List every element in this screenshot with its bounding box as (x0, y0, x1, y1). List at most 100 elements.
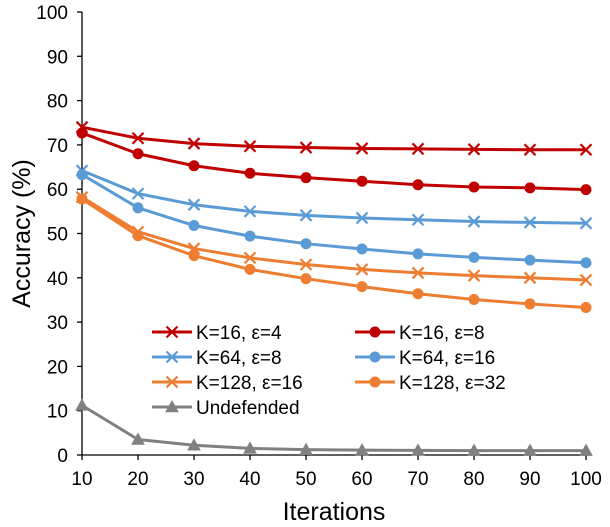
y-tick-label: 50 (47, 225, 68, 246)
data-point (76, 127, 88, 139)
legend-label: K=128, ε=32 (399, 373, 506, 394)
series-line (81, 173, 587, 265)
x-tick-label: 90 (519, 469, 540, 490)
legend-label: Undefended (196, 398, 300, 419)
data-point (243, 251, 257, 265)
data-point (299, 209, 313, 222)
data-point (579, 443, 593, 456)
data-point (243, 205, 257, 218)
data-point (244, 167, 256, 179)
y-tick-label: 100 (36, 3, 68, 24)
data-point (132, 202, 144, 214)
data-point (131, 187, 145, 200)
data-point (244, 230, 256, 242)
x-tick-label: 20 (127, 469, 148, 490)
data-point (299, 141, 313, 154)
x-tick-label: 10 (71, 469, 92, 490)
y-tick-label: 90 (47, 47, 68, 68)
legend-swatch-marker (165, 375, 179, 389)
data-point (299, 258, 313, 271)
series-2 (75, 164, 593, 230)
data-point (188, 250, 200, 262)
x-tick-label: 30 (183, 469, 204, 490)
legend-label: K=64, ε=16 (399, 348, 495, 369)
legend-swatch-marker (369, 351, 381, 363)
series-4 (75, 190, 593, 287)
y-axis-title: Accuracy (%) (8, 159, 36, 308)
data-point (75, 398, 89, 411)
y-tick-label: 60 (47, 180, 68, 201)
y-tick-label: 30 (47, 313, 68, 334)
series-1 (76, 127, 592, 196)
series-line (81, 125, 586, 152)
data-point (524, 254, 536, 266)
data-point (356, 281, 368, 293)
legend-item: K=64, ε=8 (152, 348, 282, 369)
legend-item: Undefended (152, 398, 300, 419)
series-6 (75, 398, 593, 456)
legend-swatch-marker (369, 326, 381, 338)
legend: K=16, ε=4 K=16, ε=8 K=64, ε=8 K=64, ε=16 K=1… (152, 323, 506, 419)
series-line (81, 169, 587, 225)
legend-swatch-marker (369, 376, 381, 388)
data-point (187, 137, 201, 150)
data-point (132, 230, 144, 242)
data-point (243, 441, 257, 454)
y-tick-label: 40 (47, 269, 68, 290)
data-point (188, 160, 200, 172)
y-tick-label: 10 (47, 402, 68, 423)
legend-item: K=128, ε=16 (152, 373, 303, 394)
series-line (81, 131, 587, 192)
data-point (187, 198, 201, 211)
data-point (244, 263, 256, 275)
series-line (81, 197, 587, 309)
data-point (411, 213, 425, 227)
series-layer (75, 120, 593, 456)
data-point (412, 248, 424, 260)
data-point (411, 443, 425, 456)
legend-swatch-marker (165, 399, 179, 413)
series-line (81, 404, 586, 453)
data-point (579, 273, 593, 287)
data-point (300, 172, 312, 184)
series-3 (76, 169, 592, 269)
y-tick-label: 0 (57, 446, 68, 467)
data-point (131, 432, 145, 445)
data-point (467, 443, 481, 456)
data-point (523, 443, 537, 456)
data-point (355, 263, 369, 276)
legend-swatch-marker (165, 350, 179, 364)
data-point (412, 179, 424, 191)
series-0 (75, 120, 593, 157)
data-point (579, 217, 593, 230)
data-point (467, 143, 481, 156)
data-point (412, 288, 424, 300)
data-point (523, 271, 537, 285)
x-tick-label: 70 (407, 469, 428, 490)
legend-item: K=16, ε=4 (152, 323, 282, 344)
legend-item: K=128, ε=32 (355, 373, 506, 394)
legend-swatch-marker (165, 325, 179, 339)
data-point (188, 220, 200, 232)
data-point (580, 257, 592, 269)
y-tick-label: 80 (47, 92, 68, 113)
legend-item: K=64, ε=16 (355, 348, 495, 369)
legend-item: K=16, ε=8 (355, 323, 485, 344)
data-point (355, 443, 369, 456)
data-point (580, 301, 592, 313)
data-point (524, 298, 536, 310)
x-axis-title: Iterations (283, 498, 386, 526)
data-point (355, 142, 369, 155)
series-line (81, 195, 587, 282)
x-tick-label: 80 (463, 469, 484, 490)
legend-label: K=16, ε=8 (399, 323, 485, 344)
data-point (76, 193, 88, 205)
data-point (300, 273, 312, 285)
y-tick-label: 70 (47, 136, 68, 157)
x-tick-label: 100 (570, 469, 602, 490)
data-point (187, 438, 201, 451)
data-point (579, 143, 593, 157)
data-point (524, 182, 536, 194)
x-tick-label: 40 (239, 469, 260, 490)
